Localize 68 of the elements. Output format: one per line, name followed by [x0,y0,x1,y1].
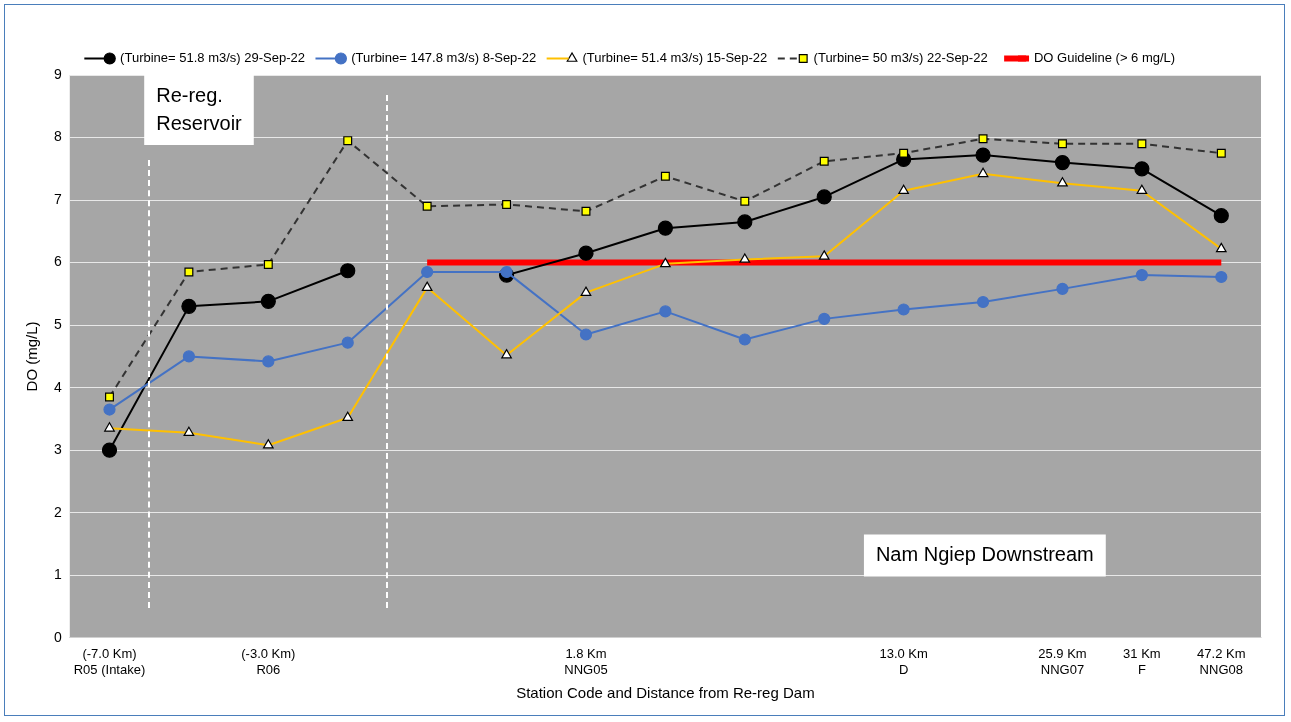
y-tick-label: 7 [53,190,62,207]
y-tick-label: 0 [53,628,62,645]
point [184,267,194,277]
point [262,355,275,368]
y-tick-label: 9 [53,65,62,82]
legend-label: (Turbine= 51.8 m3/s) 29-Sep-22 [120,50,305,66]
point [976,295,990,309]
y-tick-label: 3 [53,441,62,458]
point [1057,139,1067,149]
x-tick-label: (-7.0 Km) R05 (Intake) [73,646,146,677]
x-tick-label: 47.2 Km NNG08 [1197,646,1246,677]
point [978,134,988,144]
point [422,201,432,211]
point [421,265,434,279]
point [340,263,356,279]
point [581,206,591,216]
y-tick-label: 5 [53,315,62,332]
point [105,392,114,402]
annotation: Re-reg. Reservoir [156,83,243,134]
legend-label: (Turbine= 50 m3/s) 22-Sep-22 [813,50,988,66]
point [182,350,196,363]
y-tick-label: 8 [53,128,62,145]
point [579,328,593,341]
point [737,214,753,230]
point [103,403,116,416]
x-tick-label: 25.9 Km NNG07 [1038,646,1087,677]
point [101,442,118,458]
y-tick-label: 2 [53,503,62,520]
point [1134,161,1150,177]
point [263,259,273,269]
point [1216,148,1226,158]
point [1135,269,1148,282]
point [343,136,353,146]
point [740,196,750,206]
point [975,147,991,163]
point [1213,208,1229,224]
point [1137,139,1147,149]
legend-label: (Turbine= 147.8 m3/s) 8-Sep-22 [351,50,537,66]
y-tick-label: 6 [53,253,62,270]
point [819,156,829,166]
x-tick-label: (-3.0 Km) R06 [241,646,296,677]
point [502,199,512,209]
point [500,265,513,279]
point [1215,270,1228,284]
point [181,298,197,314]
point [738,333,751,346]
point [341,336,354,349]
legend-label: (Turbine= 51.4 m3/s) 15-Sep-22 [582,50,768,66]
point [1054,154,1071,171]
point [657,220,673,236]
point [659,305,672,318]
point [897,303,910,316]
y-axis-title: DO (mg/L) [23,321,41,392]
point [578,245,594,261]
x-axis-title: Station Code and Distance from Re-reg Dam [516,684,815,702]
point [260,293,276,309]
point [816,189,832,205]
point [1056,282,1069,295]
point [660,171,670,181]
y-tick-label: 1 [53,566,62,583]
y-tick-label: 4 [53,378,62,395]
x-tick-label: 31 Km F [1123,646,1161,677]
legend-label: DO Guideline (> 6 mg/L) [1033,50,1176,66]
point [899,148,909,158]
x-tick-label: 1.8 Km NNG05 [564,646,608,677]
point [818,312,831,325]
x-tick-label: 13.0 Km D [879,646,928,677]
annotation: Nam Ngiep Downstream [875,543,1094,566]
